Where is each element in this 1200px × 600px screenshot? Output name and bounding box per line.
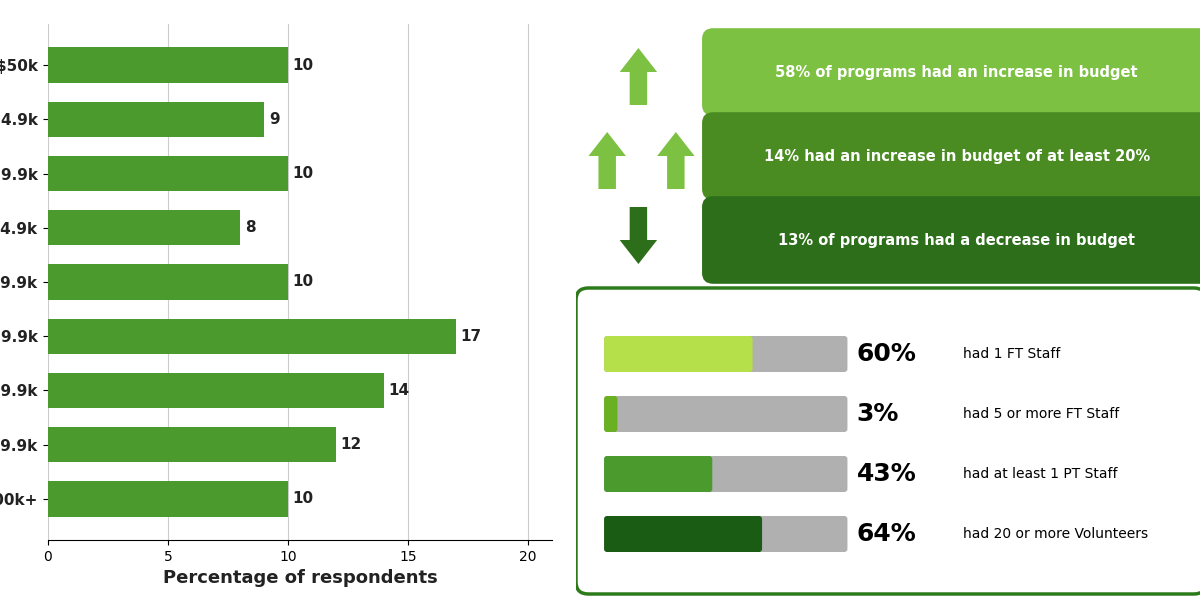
Text: 14: 14 (389, 383, 410, 398)
Text: had 20 or more Volunteers: had 20 or more Volunteers (962, 527, 1148, 541)
Bar (48, 481, 288, 517)
FancyBboxPatch shape (604, 456, 713, 492)
Text: had 1 FT Staff: had 1 FT Staff (962, 347, 1061, 361)
FancyBboxPatch shape (604, 516, 847, 552)
Text: 12: 12 (341, 437, 362, 452)
FancyBboxPatch shape (702, 112, 1200, 200)
Text: 3%: 3% (857, 402, 899, 426)
FancyBboxPatch shape (604, 456, 847, 492)
Text: 10: 10 (293, 491, 314, 506)
Text: 60%: 60% (857, 342, 917, 366)
Bar (48, 427, 336, 463)
Text: 9: 9 (269, 112, 280, 127)
Bar (48, 47, 288, 83)
Polygon shape (619, 207, 658, 264)
FancyBboxPatch shape (604, 396, 618, 432)
X-axis label: Percentage of respondents: Percentage of respondents (163, 569, 437, 587)
Bar (48, 373, 384, 408)
Bar (48, 156, 288, 191)
Text: 17: 17 (461, 329, 482, 344)
Polygon shape (619, 48, 658, 105)
Bar (48, 319, 456, 354)
Text: 64%: 64% (857, 522, 917, 546)
Bar (48, 210, 240, 245)
Text: 43%: 43% (857, 462, 917, 486)
Text: 58% of programs had an increase in budget: 58% of programs had an increase in budge… (775, 64, 1138, 79)
FancyBboxPatch shape (702, 28, 1200, 116)
FancyBboxPatch shape (576, 288, 1200, 594)
FancyBboxPatch shape (604, 516, 762, 552)
Text: had 5 or more FT Staff: had 5 or more FT Staff (962, 407, 1120, 421)
Bar (48, 265, 288, 299)
Text: 14% had an increase in budget of at least 20%: 14% had an increase in budget of at leas… (763, 148, 1150, 163)
Text: 13% of programs had a decrease in budget: 13% of programs had a decrease in budget (778, 232, 1135, 247)
Bar (48, 101, 264, 137)
Polygon shape (658, 132, 695, 189)
FancyBboxPatch shape (604, 396, 847, 432)
FancyBboxPatch shape (702, 196, 1200, 284)
Text: 10: 10 (293, 275, 314, 289)
FancyBboxPatch shape (604, 336, 847, 372)
FancyBboxPatch shape (604, 336, 752, 372)
Text: 10: 10 (293, 58, 314, 73)
Text: 10: 10 (293, 166, 314, 181)
Text: 8: 8 (245, 220, 256, 235)
Text: had at least 1 PT Staff: had at least 1 PT Staff (962, 467, 1117, 481)
Polygon shape (588, 132, 626, 189)
